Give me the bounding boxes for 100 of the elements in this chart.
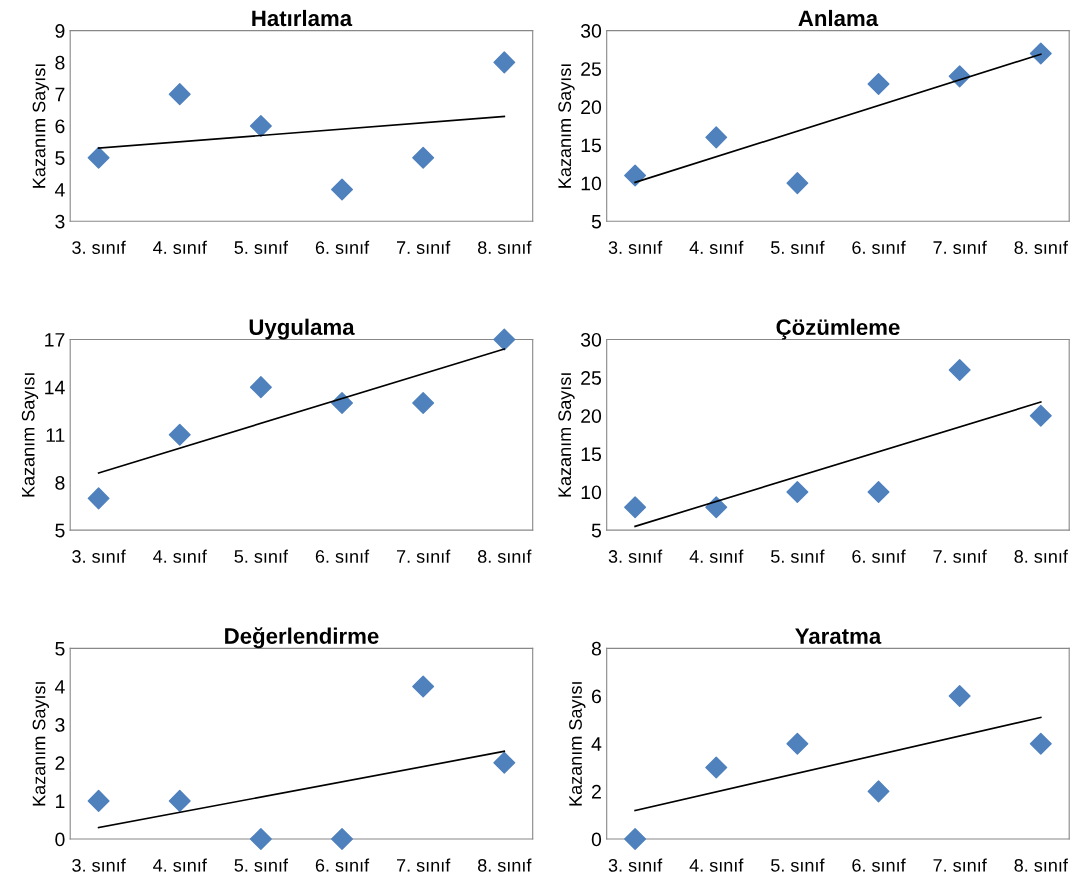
point xyxy=(624,496,647,519)
y-axis-title: Kazanım Sayısı xyxy=(32,682,49,806)
x-tick-label: 8. sınıf xyxy=(1014,240,1068,254)
point xyxy=(412,146,435,169)
chart-title: Çözümleme xyxy=(776,318,900,340)
x-tick-label: 7. sınıf xyxy=(396,858,451,872)
y-tick-label: 2 xyxy=(592,784,601,799)
x-tick-label: 5. sınıf xyxy=(234,858,289,872)
point xyxy=(331,392,354,415)
chart-title: Hatırlama xyxy=(252,9,353,27)
x-tick-label: 7. sınıf xyxy=(933,240,987,254)
point xyxy=(168,423,191,446)
point xyxy=(1029,42,1052,65)
x-tick-label: 4. sınıf xyxy=(689,240,744,254)
x-tick-label: 8. sınıf xyxy=(477,858,532,872)
point xyxy=(948,685,971,708)
y-tick-label: 3 xyxy=(55,214,65,229)
x-tick-label: 6. sınıf xyxy=(315,240,370,254)
x-tick-label: 6. sınıf xyxy=(852,240,906,254)
y-tick-label: 10 xyxy=(581,485,602,500)
x-tick-label: 8. sınıf xyxy=(1014,858,1068,872)
point xyxy=(249,376,272,399)
x-tick-label: 5. sınıf xyxy=(771,549,825,563)
x-tick-label: 5. sınıf xyxy=(771,240,825,254)
y-tick-label: 3 xyxy=(55,718,65,732)
y-axis-title: Kazanım Sayısı xyxy=(569,682,586,806)
y-tick-label: 0 xyxy=(591,832,602,847)
point xyxy=(786,481,809,504)
y-tick-label: 11 xyxy=(46,428,65,442)
x-tick-label: 4. sınıf xyxy=(153,240,207,254)
chart-title: Değerlendirme xyxy=(225,627,379,649)
y-tick-label: 4 xyxy=(591,737,602,751)
y-tick-label: 5 xyxy=(591,214,602,229)
point xyxy=(493,328,516,351)
point xyxy=(867,72,890,95)
y-tick-label: 5 xyxy=(55,523,65,538)
chart-title: Uygulama xyxy=(249,318,355,340)
x-tick-label: 8. sınıf xyxy=(1014,549,1068,563)
point xyxy=(168,83,191,106)
x-tick-label: 6. sınıf xyxy=(315,858,370,872)
point xyxy=(786,732,809,755)
y-tick-label: 2 xyxy=(55,756,65,770)
point xyxy=(493,51,516,74)
x-tick-label: 6. sınıf xyxy=(852,549,906,563)
point xyxy=(331,178,354,201)
x-tick-label: 6. sınıf xyxy=(315,549,370,563)
point xyxy=(867,780,890,803)
x-tick-label: 6. sınıf xyxy=(852,858,906,872)
y-tick-label: 5 xyxy=(55,151,65,165)
y-tick-label: 4 xyxy=(54,680,65,694)
point xyxy=(87,487,110,510)
x-tick-label: 4. sınıf xyxy=(689,858,744,872)
point xyxy=(249,114,272,137)
point xyxy=(1029,732,1052,755)
point xyxy=(705,496,728,519)
point xyxy=(948,358,971,381)
x-tick-label: 5. sınıf xyxy=(234,240,289,254)
point xyxy=(249,828,272,851)
y-tick-label: 1 xyxy=(56,794,65,808)
y-tick-label: 8 xyxy=(55,55,65,70)
x-tick-label: 3. sınıf xyxy=(72,240,126,254)
x-tick-label: 5. sınıf xyxy=(771,858,825,872)
y-tick-label: 25 xyxy=(581,371,602,385)
x-tick-label: 7. sınıf xyxy=(396,549,451,563)
point xyxy=(87,146,110,169)
y-axis-title: Kazanım Sayısı xyxy=(558,64,575,188)
point xyxy=(705,756,728,779)
y-tick-label: 7 xyxy=(55,87,65,102)
point xyxy=(168,789,191,812)
x-tick-label: 3. sınıf xyxy=(608,858,663,872)
y-tick-label: 4 xyxy=(54,183,65,197)
x-tick-label: 7. sınıf xyxy=(396,240,451,254)
point xyxy=(786,172,809,195)
y-tick-label: 14 xyxy=(45,380,65,395)
x-tick-label: 8. sınıf xyxy=(477,240,532,254)
y-tick-label: 20 xyxy=(581,409,602,423)
x-tick-label: 4. sınıf xyxy=(153,549,207,563)
y-tick-label: 9 xyxy=(55,24,65,38)
y-tick-label: 20 xyxy=(581,100,602,115)
chart-title: Anlama xyxy=(798,9,879,27)
y-tick-label: 25 xyxy=(581,62,602,76)
y-tick-label: 10 xyxy=(581,176,602,191)
y-axis-title: Kazanım Sayısı xyxy=(558,373,575,497)
y-tick-label: 8 xyxy=(591,641,601,656)
y-tick-label: 17 xyxy=(45,333,65,347)
x-tick-label: 8. sınıf xyxy=(477,549,532,563)
x-tick-label: 5. sınıf xyxy=(234,549,289,563)
point xyxy=(624,164,647,187)
x-tick-label: 3. sınıf xyxy=(608,549,663,563)
x-tick-label: 3. sınıf xyxy=(72,549,126,563)
y-tick-label: 5 xyxy=(591,523,602,538)
y-tick-label: 0 xyxy=(55,832,65,847)
x-tick-label: 7. sınıf xyxy=(933,858,987,872)
y-tick-label: 30 xyxy=(580,24,602,38)
chart-title: Yaratma xyxy=(795,628,882,644)
y-tick-label: 30 xyxy=(580,332,602,347)
y-axis-title: Kazanım Sayısı xyxy=(21,373,39,497)
y-tick-label: 6 xyxy=(55,119,65,134)
y-tick-label: 6 xyxy=(592,689,601,704)
point xyxy=(1029,404,1052,427)
